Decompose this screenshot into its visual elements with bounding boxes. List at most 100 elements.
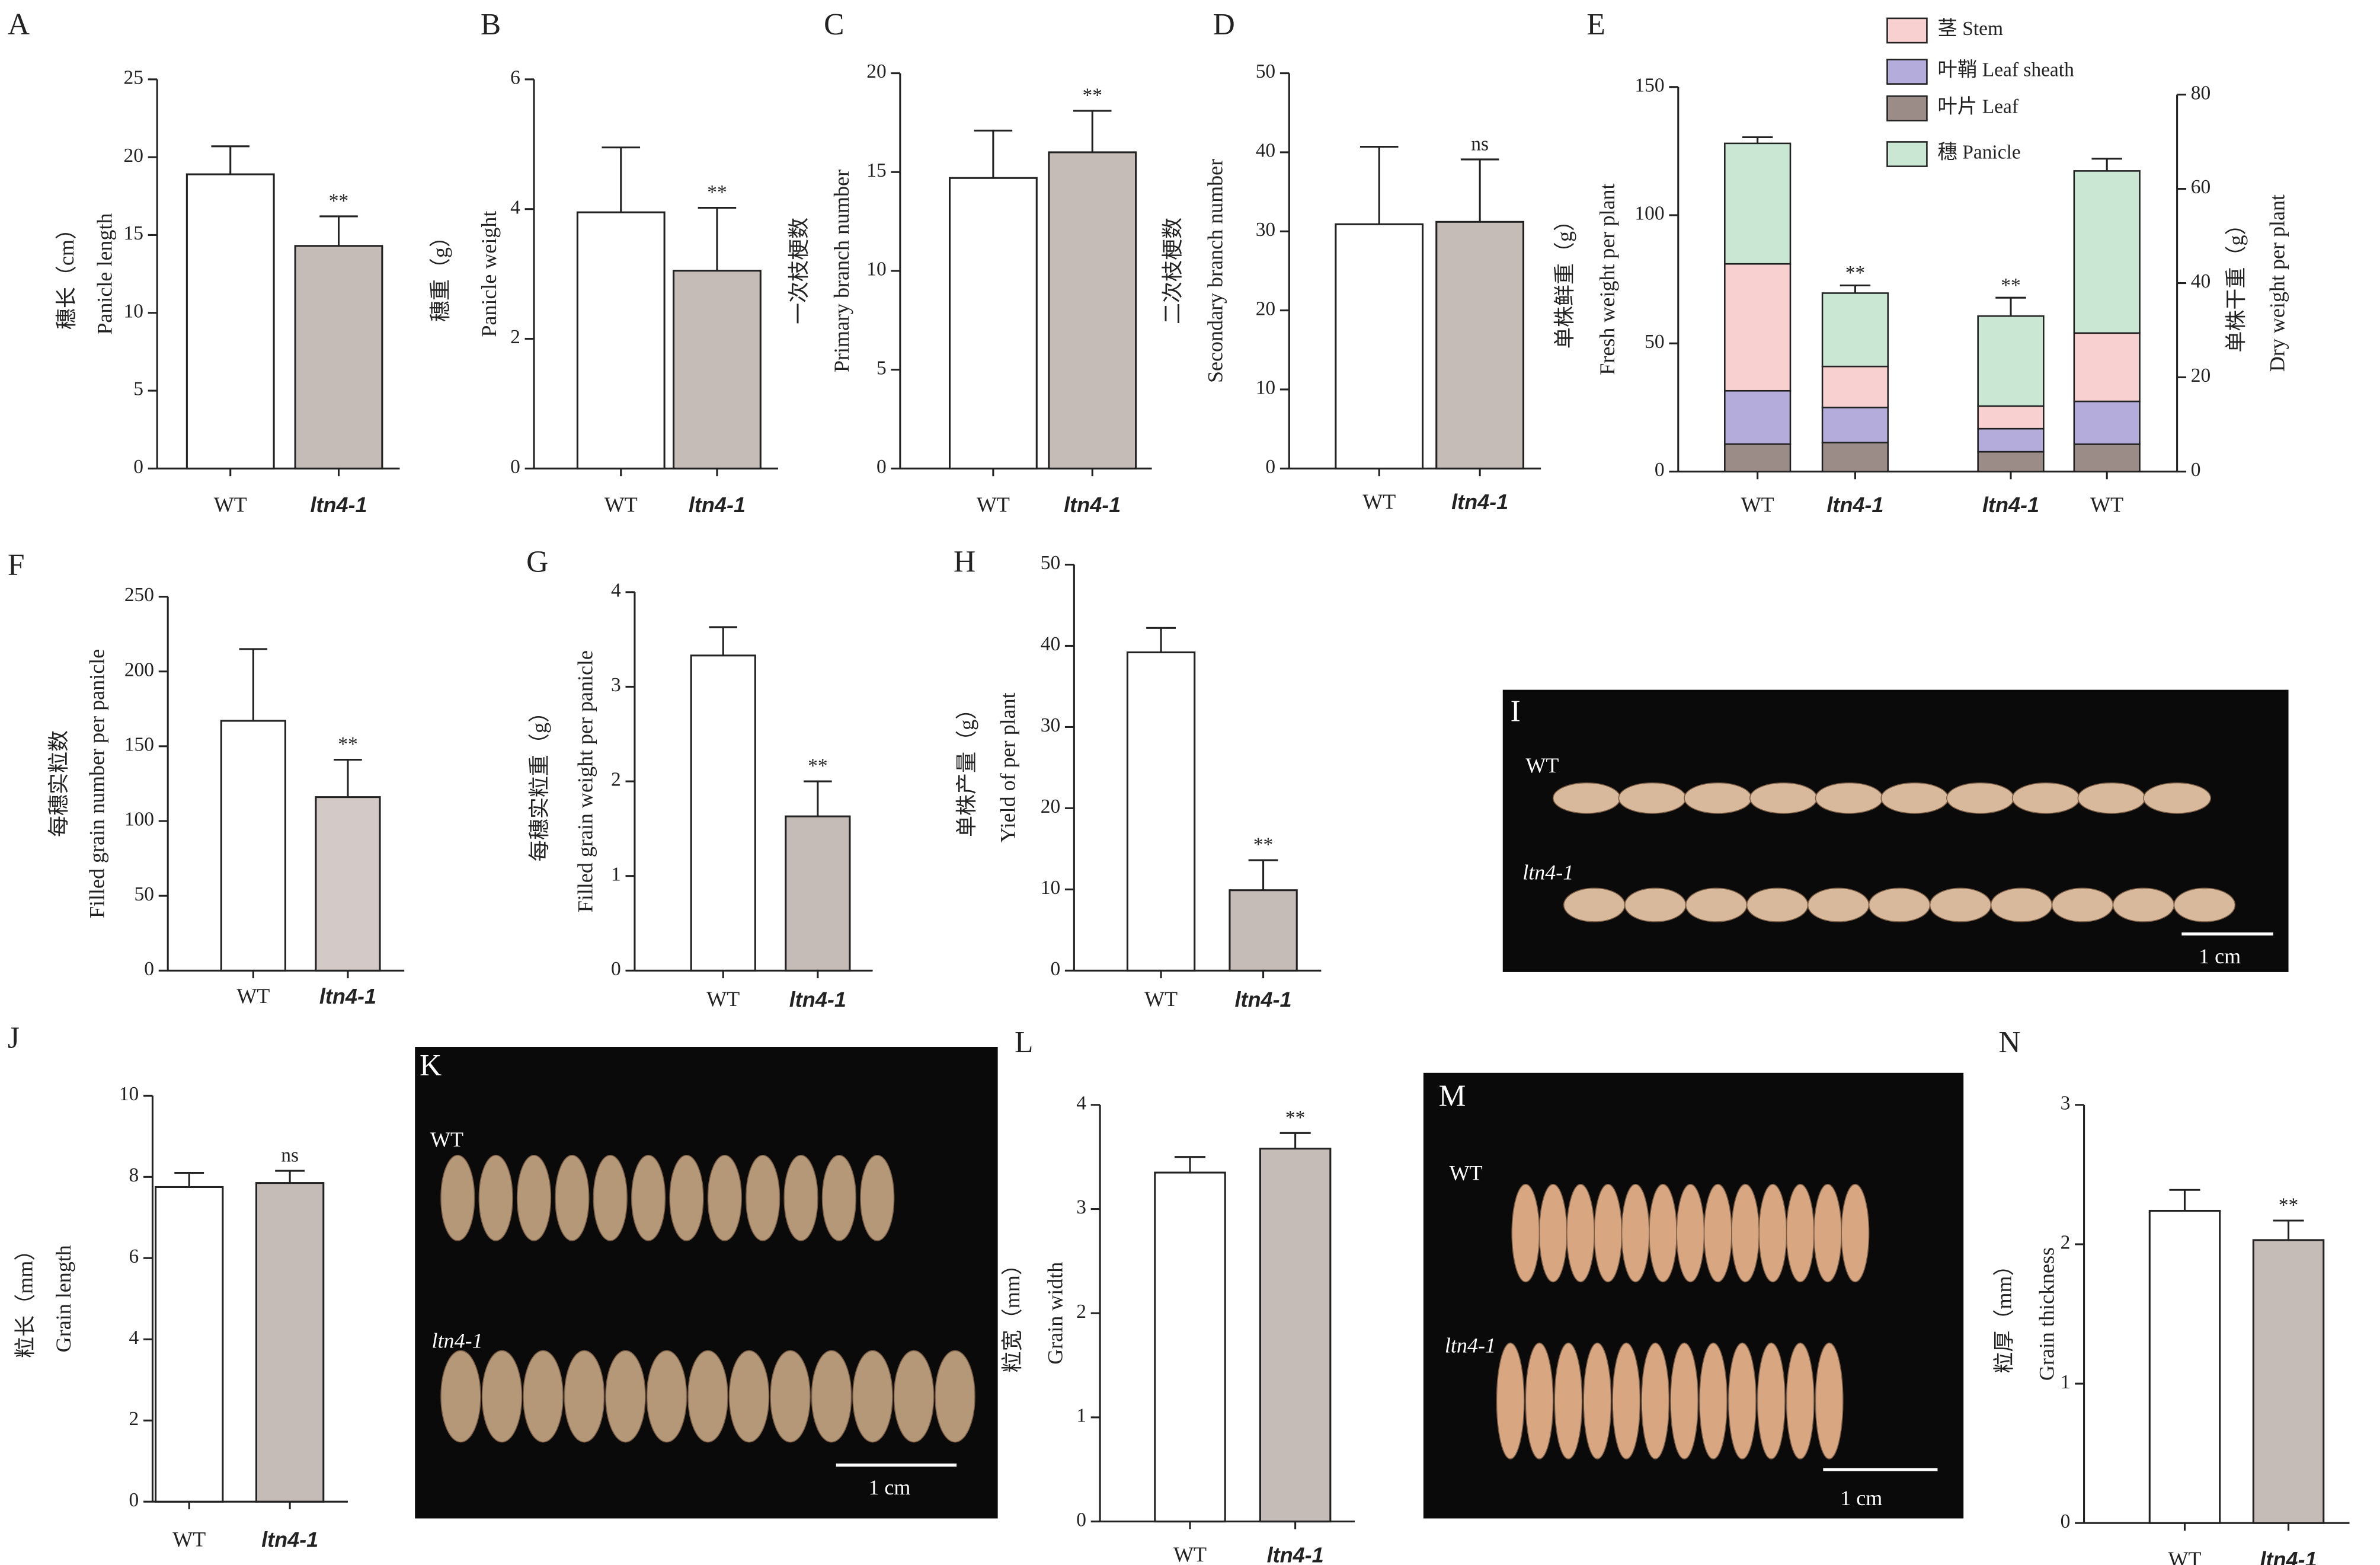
bar-segment [1821,292,1889,368]
grain [783,1155,818,1241]
y-axis-title: Grain width [1043,1262,1067,1365]
panel-letter: H [954,545,975,579]
y-tick-label: 20 [2191,365,2211,387]
bar [948,177,1038,470]
x-tick-label: ltn4-1 [1267,1542,1324,1565]
x-tick-label: WT [214,493,247,516]
panel-letter: A [8,8,30,41]
x-tick-label: ltn4-1 [319,984,376,1008]
x-tick-label: WT [2090,493,2123,516]
grain [860,1155,895,1241]
grain [646,1350,687,1443]
grain [1676,1183,1705,1283]
significance: ** [1845,262,1865,284]
y-tick-label: 40 [2191,270,2211,292]
bar [1435,221,1525,470]
grain [1566,1183,1595,1283]
bar-segment [1724,263,1792,392]
y-tick-label: 5 [876,357,887,379]
y-tick-label: 150 [1634,74,1664,96]
grain [1728,1342,1757,1459]
grain [2143,782,2212,814]
y-tick-label: 5 [133,378,143,400]
grain [1868,887,1931,922]
panel-letter: M [1439,1079,1466,1113]
grain [2112,887,2175,922]
y-tick-label: 50 [135,883,154,905]
grain [2011,782,2080,814]
legend-swatch [1886,59,1928,85]
x-tick-label: WT [706,987,740,1011]
row-label: WT [1525,753,1559,777]
grain [440,1350,481,1443]
bar-segment [1977,451,2045,472]
bar-segment [1821,365,1889,408]
grain [631,1155,666,1241]
row-label: ltn4-1 [1445,1333,1496,1357]
grain [1621,1183,1650,1283]
bar-segment [1724,443,1792,472]
bar [220,720,286,972]
grain [440,1155,475,1241]
grain [1649,1183,1677,1283]
x-tick-label: WT [977,493,1010,516]
y-axis-title: 每穗实粒重（g） [527,701,551,861]
panel-letter: L [1015,1026,1033,1059]
y-axis-title: Primary branch number [830,170,853,372]
y-tick-label: 0 [2061,1510,2071,1532]
legend-swatch [1886,95,1928,122]
grain [935,1350,975,1443]
y-tick-label: 0 [1655,459,1665,481]
x-tick-label: WT [2168,1547,2201,1565]
bar-segment [1821,442,1889,472]
significance: ns [281,1145,299,1167]
y-axis-title: 单株产量（g） [955,698,978,837]
grain [1538,1183,1568,1283]
significance: ** [2001,274,2020,296]
grain [707,1155,742,1241]
panel-letter: N [1998,1026,2020,1059]
grain [893,1350,935,1443]
grain [1813,1183,1842,1283]
y-tick-label: 20 [1041,796,1060,817]
grain [1624,887,1687,922]
y-tick-label: 6 [510,67,520,89]
y-axis-title: 粒长（mm） [14,1240,37,1358]
y-axis-title: Panicle length [92,213,116,335]
grain [811,1350,852,1443]
legend-swatch [1886,17,1928,44]
y-tick-label: 2 [1076,1301,1086,1323]
x-tick-label: WT [172,1527,206,1551]
scale-label: 1 cm [2199,944,2241,968]
y-tick-label: 10 [1041,877,1060,899]
grain [1746,887,1809,922]
grain [1583,1342,1612,1459]
bar-segment [2073,170,2141,334]
photo [415,1047,998,1519]
grain [1929,887,1992,922]
y-axis-title: 粒宽（mm） [1000,1254,1024,1372]
bar [1126,651,1196,972]
y-tick-label: 2 [129,1408,139,1430]
y-tick-label: 4 [611,580,621,602]
y-tick-label: 0 [1265,456,1275,478]
grain [1554,1342,1583,1459]
legend-label: 叶鞘 Leaf sheath [1937,59,2074,81]
y-axis-title: Grain thickness [2035,1247,2059,1381]
x-tick-label: ltn4-1 [310,493,367,517]
bar [1154,1171,1226,1523]
y-tick-label: 3 [1076,1196,1086,1218]
y-tick-label: 10 [119,1083,139,1105]
bar [1259,1148,1332,1523]
y-tick-label: 0 [144,958,154,980]
y-tick-label: 0 [129,1489,139,1511]
y-tick-label: 3 [2061,1093,2071,1114]
bar [1335,223,1424,470]
y-axis-title: Panicle weight [477,211,501,337]
grain [1670,1342,1699,1459]
grain [770,1350,811,1443]
y-tick-label: 40 [1041,633,1060,655]
y-axis-title: 单株鲜重（g） [1553,210,1576,349]
photo [1502,689,2289,972]
grain [516,1155,552,1241]
